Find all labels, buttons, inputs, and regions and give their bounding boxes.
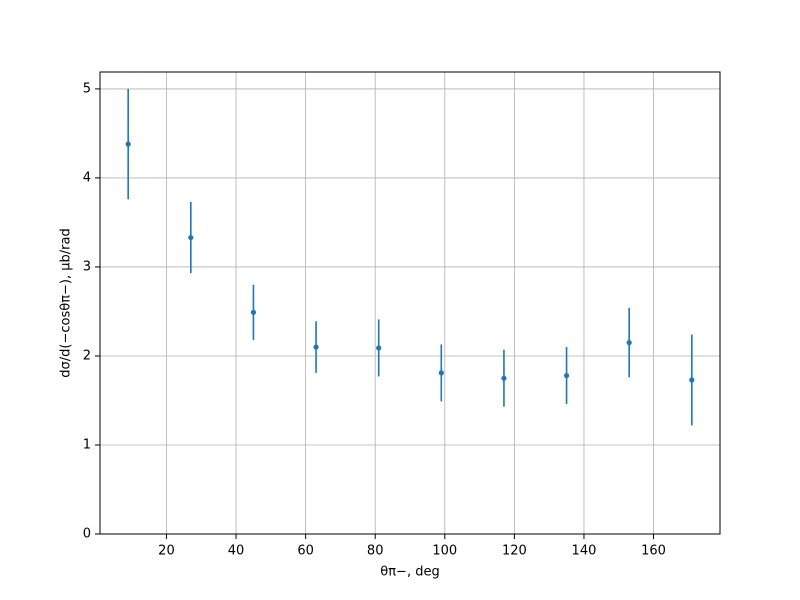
data-point: [626, 340, 632, 346]
x-axis-label: θπ−, deg: [380, 565, 439, 580]
x-tick-label: 20: [158, 544, 175, 559]
x-tick-label: 160: [641, 544, 666, 559]
y-tick-label: 4: [83, 170, 91, 185]
y-tick-label: 1: [83, 437, 91, 452]
y-axis-label: dσ/d(−cosθπ−), μb/rad: [59, 228, 74, 377]
x-tick-label: 80: [367, 544, 384, 559]
x-tick-label: 60: [297, 544, 314, 559]
data-point: [501, 375, 507, 381]
data-point: [125, 141, 131, 147]
y-tick-label: 5: [83, 81, 91, 96]
data-point: [376, 345, 382, 351]
data-point: [689, 377, 695, 383]
data-point: [563, 372, 570, 379]
x-tick-label: 100: [432, 544, 457, 559]
data-point: [250, 309, 257, 315]
x-tick-label: 140: [572, 544, 597, 559]
data-point: [438, 370, 444, 376]
data-point: [313, 344, 319, 350]
y-tick-label: 0: [83, 527, 91, 542]
y-tick-label: 3: [83, 259, 91, 274]
data-point: [188, 234, 194, 241]
y-tick-label: 2: [83, 348, 91, 363]
x-tick-label: 120: [502, 544, 527, 559]
axes-frame: [99, 71, 721, 535]
x-tick-label: 40: [228, 544, 245, 559]
